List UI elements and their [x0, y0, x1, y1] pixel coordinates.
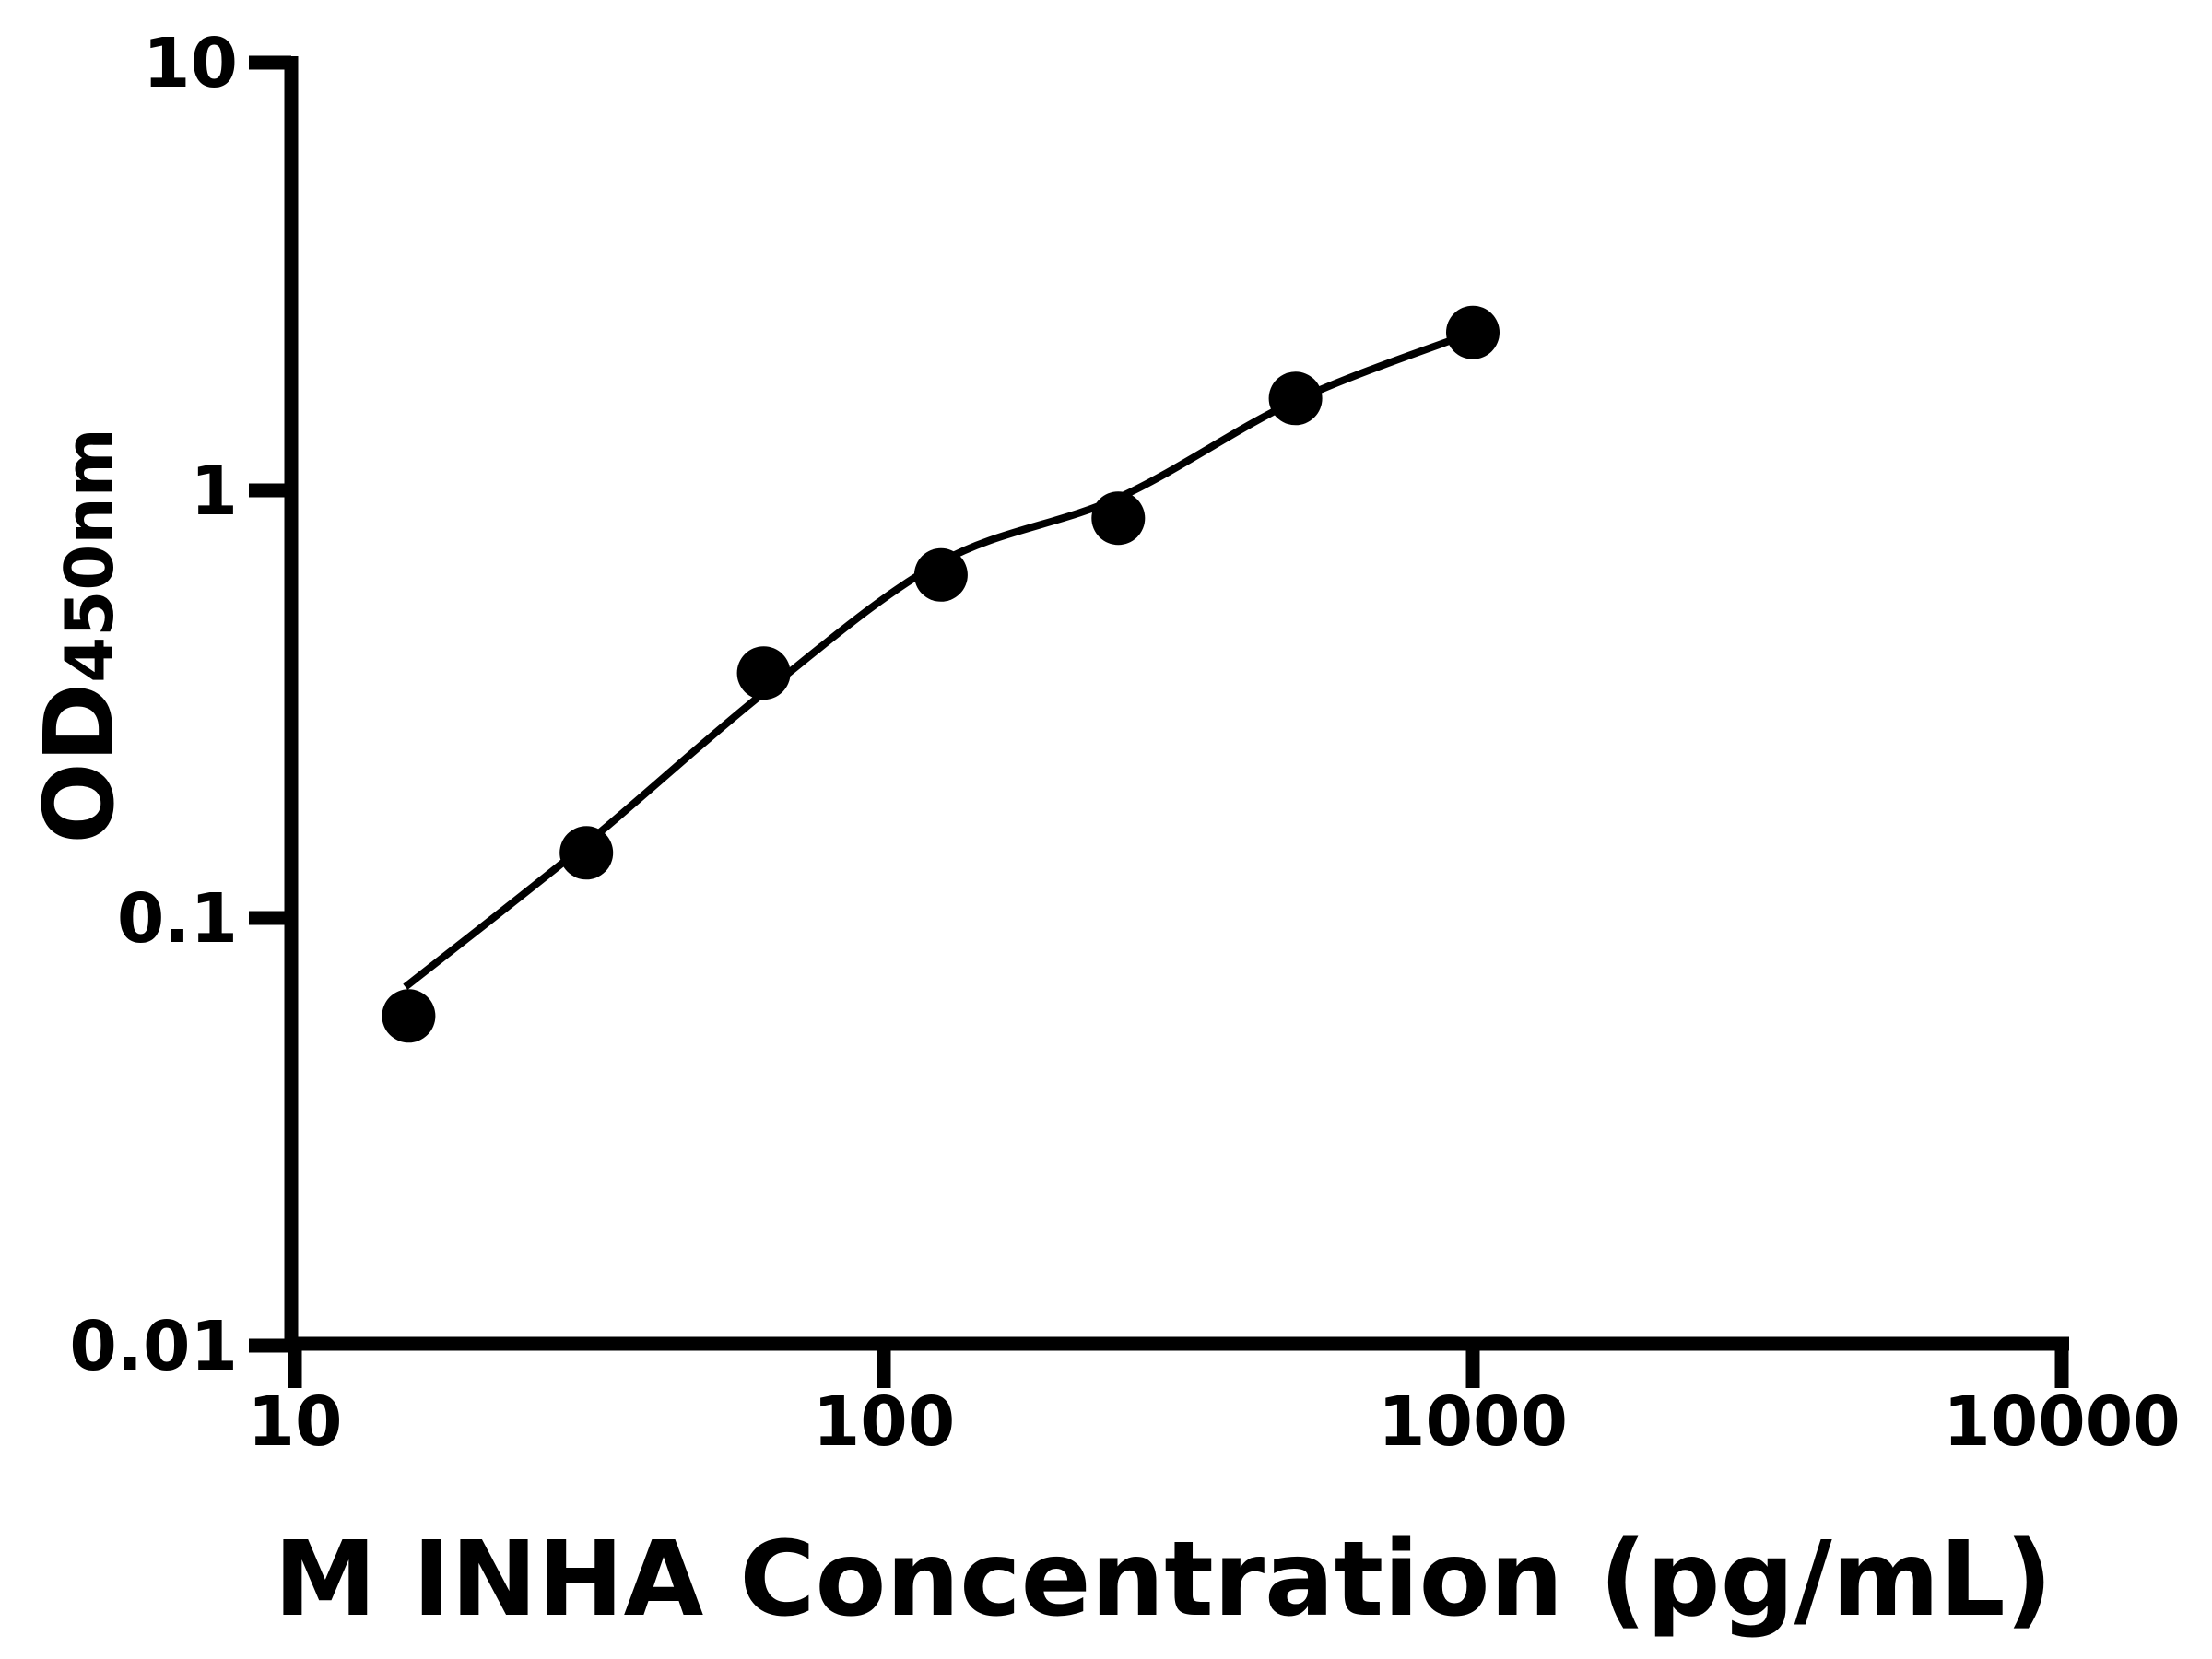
- axis-lines: [284, 56, 2069, 1351]
- x-tick-label: 100: [813, 1382, 955, 1462]
- y-axis-title-subscript: 450nm: [51, 428, 128, 683]
- y-axis-ticks: 10 1 0.1 0.01: [69, 24, 291, 1386]
- x-tick-label: 10000: [1943, 1382, 2180, 1462]
- data-point-marker: [913, 547, 968, 602]
- y-axis-title: OD450nm: [23, 428, 135, 843]
- y-tick-label: 1: [191, 452, 239, 531]
- data-point-marker: [1091, 491, 1146, 546]
- x-tick-label: 10: [248, 1382, 343, 1462]
- x-axis-ticks: 10 100 1000 10000: [248, 1344, 2181, 1462]
- data-points: [382, 305, 1500, 1043]
- y-tick-label: 0.01: [69, 1307, 238, 1386]
- y-tick-label: 10: [143, 24, 238, 103]
- data-point-marker: [382, 989, 436, 1043]
- x-axis-title: M INHA Concentration (pg/mL): [274, 1520, 2053, 1640]
- fit-curve-path: [403, 328, 1475, 990]
- y-axis-title-main: OD: [23, 683, 135, 844]
- fit-curve: [403, 328, 1475, 990]
- data-point-marker: [736, 646, 791, 700]
- y-tick-label: 0.1: [117, 879, 238, 959]
- data-point-marker: [1268, 371, 1323, 426]
- data-point-marker: [1446, 305, 1500, 359]
- data-point-marker: [559, 826, 614, 880]
- x-tick-label: 1000: [1378, 1382, 1568, 1462]
